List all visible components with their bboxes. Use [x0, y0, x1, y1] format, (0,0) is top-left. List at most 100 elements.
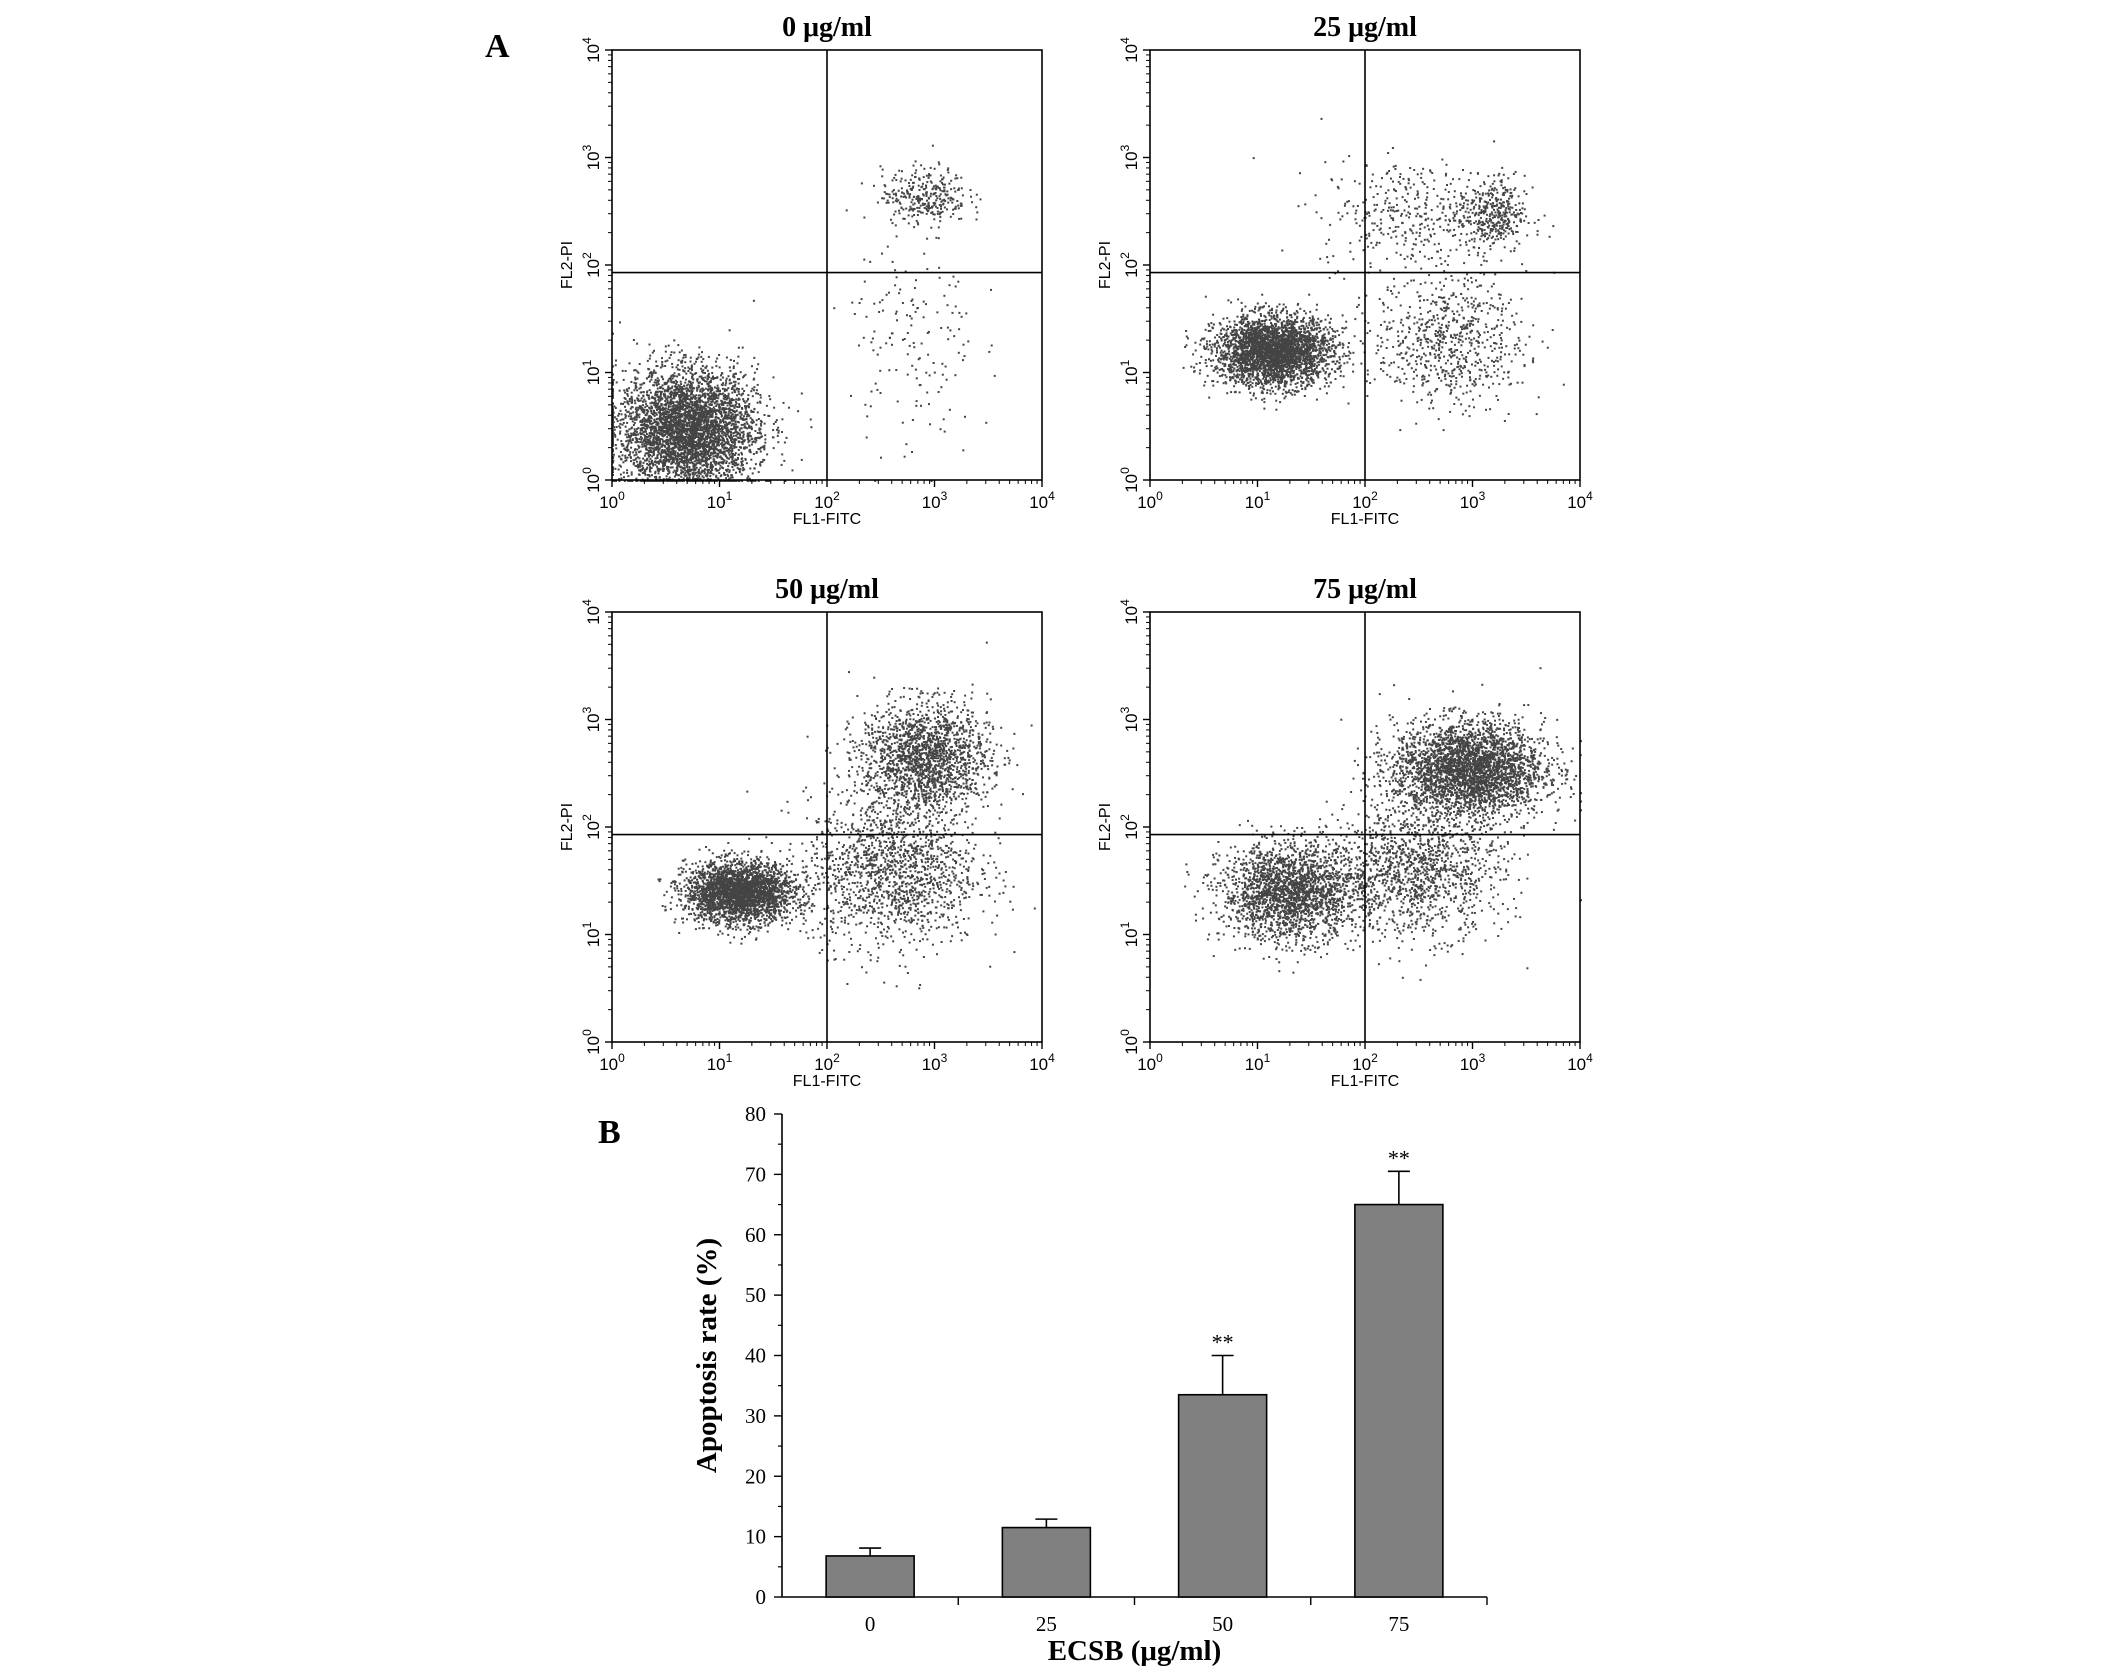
event-dot — [939, 216, 942, 218]
event-dot — [704, 458, 707, 461]
event-dot — [916, 195, 919, 198]
event-dot — [723, 432, 726, 435]
event-dot — [904, 179, 907, 182]
flow-panel-0: 0 μg/ml100100101101102102103103104104FL1… — [559, 12, 1055, 528]
event-dot — [715, 462, 718, 465]
event-dot — [720, 374, 722, 377]
event-dot — [695, 360, 697, 363]
event-dot — [719, 421, 722, 423]
event-dot — [678, 463, 681, 466]
event-dot — [909, 315, 912, 318]
event-dot — [621, 454, 624, 457]
event-dot — [925, 195, 928, 197]
event-dot — [654, 460, 657, 463]
event-dot — [747, 394, 750, 397]
event-dot — [719, 448, 722, 451]
event-dot — [695, 372, 698, 375]
event-dot — [723, 388, 726, 391]
event-dot — [689, 356, 692, 359]
event-dot — [678, 373, 681, 376]
event-dot — [701, 429, 704, 432]
event-dot — [732, 365, 735, 368]
event-dot — [648, 380, 651, 383]
event-dot — [1296, 381, 1299, 384]
event-dot — [731, 476, 734, 479]
event-dot — [785, 436, 788, 439]
event-dot — [722, 462, 725, 465]
event-dot — [959, 204, 962, 207]
event-dot — [725, 395, 728, 398]
event-dot — [639, 436, 642, 438]
event-dot — [644, 473, 647, 476]
event-dot — [648, 394, 650, 397]
event-dot — [722, 467, 724, 470]
event-dot — [648, 475, 651, 478]
event-dot — [725, 468, 728, 471]
event-dot — [705, 435, 707, 438]
event-dot — [658, 460, 661, 463]
event-dot — [675, 394, 677, 397]
event-dot — [926, 237, 929, 240]
event-dot — [632, 339, 635, 341]
event-dot — [634, 369, 637, 372]
event-dot — [705, 445, 708, 448]
event-dot — [647, 419, 650, 422]
event-dot — [680, 349, 683, 352]
event-dot — [744, 407, 747, 410]
event-dot — [694, 456, 697, 459]
event-dot — [753, 467, 756, 470]
event-dot — [651, 351, 654, 354]
event-dot — [641, 443, 644, 446]
event-dot — [1254, 307, 1256, 310]
event-dot — [734, 423, 737, 426]
event-dot — [702, 416, 705, 419]
event-dot — [638, 465, 641, 468]
event-dot — [682, 356, 685, 359]
event-dot — [917, 197, 920, 200]
event-dot — [616, 438, 619, 441]
event-dot — [670, 450, 673, 453]
event-dot — [734, 458, 737, 461]
event-dot — [901, 302, 904, 304]
event-dot — [677, 384, 680, 387]
event-dot — [763, 446, 766, 449]
event-dot — [898, 169, 901, 172]
event-dot — [725, 411, 728, 414]
event-dot — [670, 432, 672, 435]
event-dot — [685, 421, 688, 424]
event-dot — [655, 438, 658, 441]
event-dot — [705, 422, 708, 425]
event-dot — [644, 452, 647, 455]
event-dot — [709, 379, 712, 382]
event-dot — [711, 466, 714, 469]
event-dot — [918, 189, 921, 191]
event-dot — [629, 438, 632, 441]
event-dot — [692, 387, 695, 390]
x-tick-label: 104 — [1029, 489, 1055, 512]
event-dot — [649, 454, 652, 456]
event-dot — [730, 416, 733, 419]
event-dot — [735, 402, 738, 405]
event-dot — [734, 452, 737, 455]
event-dot — [950, 197, 953, 200]
event-dot — [623, 447, 626, 450]
event-dot — [957, 351, 960, 354]
event-dot — [911, 174, 914, 177]
event-dot — [952, 213, 955, 215]
event-dot — [623, 397, 626, 399]
event-dot — [711, 414, 714, 417]
event-dot — [736, 394, 738, 397]
event-dot — [672, 406, 675, 409]
event-dot — [732, 432, 735, 435]
event-dot — [690, 365, 693, 368]
event-dot — [619, 432, 621, 435]
event-dot — [969, 189, 972, 191]
event-dot — [622, 444, 625, 447]
event-dot — [618, 425, 621, 428]
event-dot — [713, 386, 716, 389]
event-dot — [641, 445, 644, 448]
event-dot — [946, 169, 949, 171]
event-dot — [690, 389, 693, 392]
event-dot — [960, 176, 963, 179]
event-dot — [896, 319, 898, 322]
